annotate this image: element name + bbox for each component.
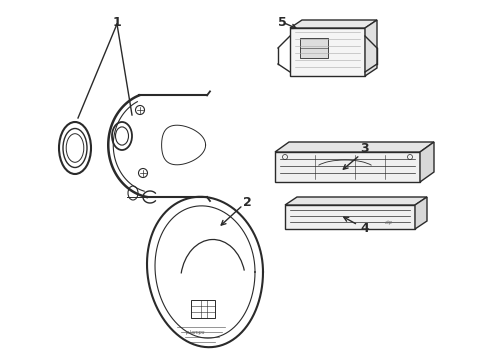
Text: 3: 3 <box>360 141 368 154</box>
Polygon shape <box>290 20 377 28</box>
Polygon shape <box>420 142 434 182</box>
Text: atp: atp <box>385 220 393 225</box>
Polygon shape <box>285 197 427 205</box>
Text: p.lamps: p.lamps <box>185 330 204 335</box>
Text: 2: 2 <box>243 196 252 209</box>
Polygon shape <box>275 142 434 152</box>
Bar <box>290 28 365 76</box>
Polygon shape <box>365 20 377 76</box>
Text: 1: 1 <box>113 16 122 29</box>
Text: 4: 4 <box>360 221 369 234</box>
Text: 5: 5 <box>278 16 286 29</box>
Bar <box>285 205 415 229</box>
Bar <box>275 152 420 182</box>
Bar <box>300 38 328 58</box>
Polygon shape <box>415 197 427 229</box>
Bar <box>191 300 215 318</box>
